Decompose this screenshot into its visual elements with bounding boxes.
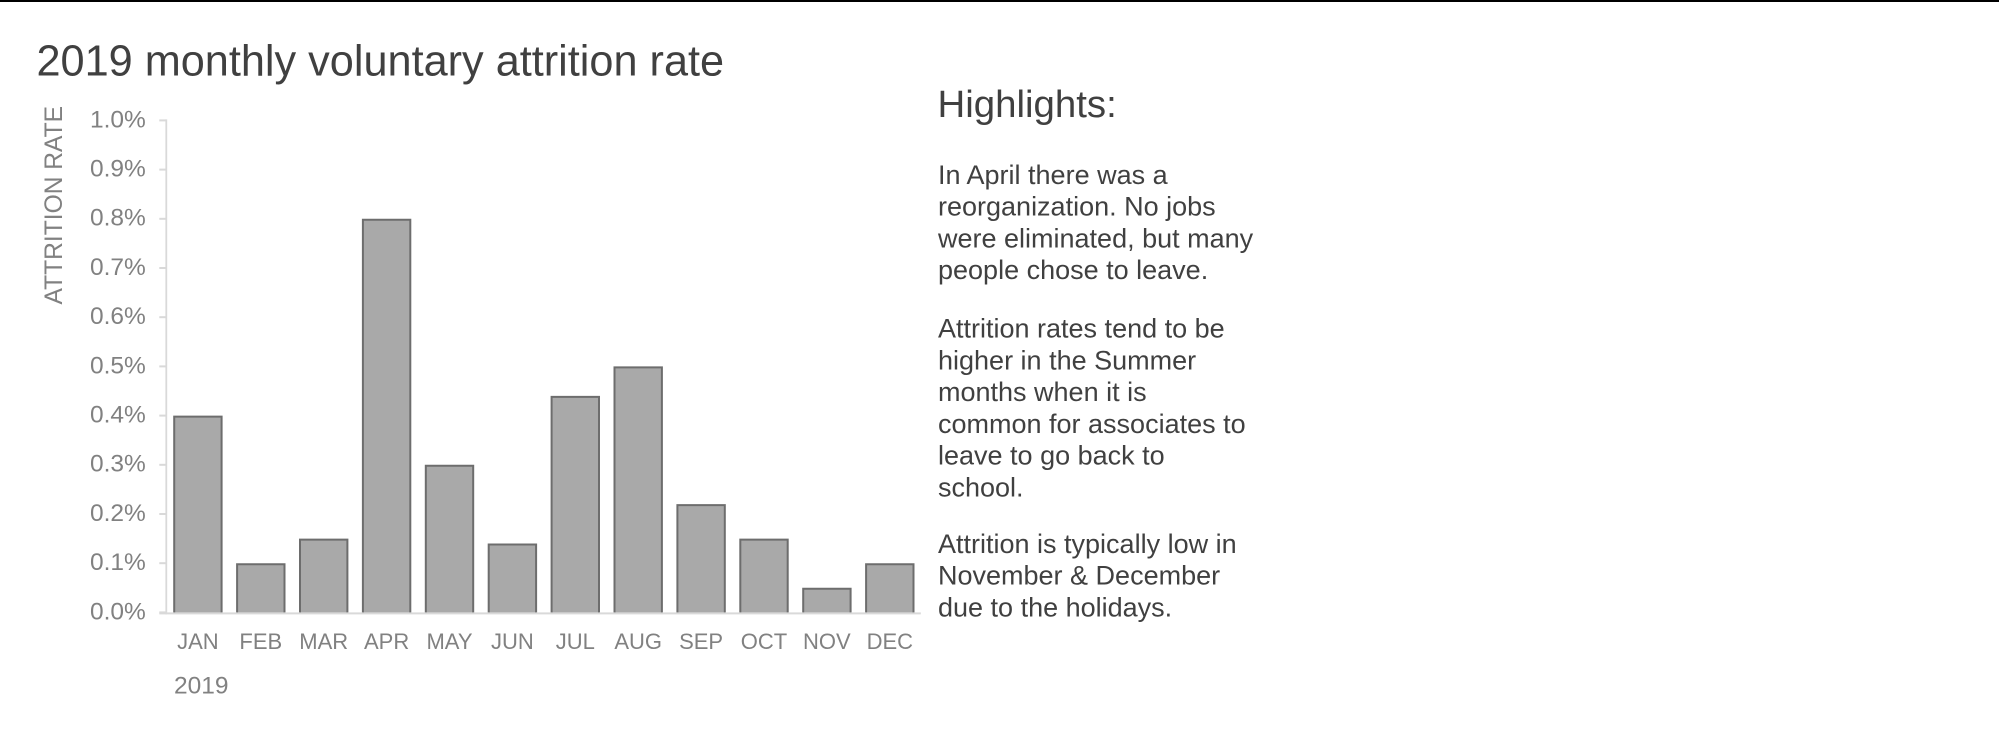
svg-text:SEP: SEP — [679, 629, 723, 654]
svg-text:DEC: DEC — [867, 629, 914, 654]
svg-text:1.0%: 1.0% — [90, 106, 146, 133]
svg-text:In April there was a: In April there was a — [938, 160, 1169, 190]
svg-text:APR: APR — [364, 629, 409, 654]
svg-text:OCT: OCT — [741, 629, 787, 654]
svg-text:Highlights:: Highlights: — [938, 83, 1117, 126]
svg-text:due to the holidays.: due to the holidays. — [938, 592, 1172, 622]
svg-text:were eliminated, but many: were eliminated, but many — [937, 224, 1254, 254]
svg-text:JUL: JUL — [556, 629, 595, 654]
svg-text:Attrition is typically low in: Attrition is typically low in — [938, 529, 1237, 559]
svg-text:0.1%: 0.1% — [90, 549, 146, 576]
svg-text:Attrition rates tend to be: Attrition rates tend to be — [938, 314, 1225, 344]
svg-text:2019 monthly voluntary attriti: 2019 monthly voluntary attrition rate — [37, 37, 725, 85]
svg-text:NOV: NOV — [803, 629, 851, 654]
svg-text:people chose to leave.: people chose to leave. — [938, 255, 1208, 285]
svg-text:school.: school. — [938, 472, 1024, 502]
svg-text:JAN: JAN — [177, 629, 219, 654]
svg-text:0.5%: 0.5% — [90, 352, 146, 379]
svg-text:0.8%: 0.8% — [90, 205, 146, 232]
svg-text:0.9%: 0.9% — [90, 156, 146, 183]
svg-text:November & December: November & December — [938, 561, 1220, 591]
svg-text:months when it is: months when it is — [938, 377, 1147, 407]
svg-text:MAR: MAR — [299, 629, 348, 654]
svg-text:0.7%: 0.7% — [90, 254, 146, 281]
svg-text:MAY: MAY — [426, 629, 472, 654]
svg-text:0.0%: 0.0% — [90, 598, 146, 625]
svg-text:AUG: AUG — [614, 629, 662, 654]
svg-text:0.2%: 0.2% — [90, 500, 146, 527]
svg-text:0.6%: 0.6% — [90, 303, 146, 330]
svg-text:higher in the Summer: higher in the Summer — [938, 345, 1196, 375]
svg-text:2019: 2019 — [174, 673, 229, 700]
svg-text:common for associates to: common for associates to — [938, 409, 1246, 439]
svg-text:ATTRITION RATE: ATTRITION RATE — [41, 106, 68, 305]
svg-text:FEB: FEB — [239, 629, 282, 654]
svg-text:leave to go back to: leave to go back to — [938, 441, 1165, 471]
svg-text:JUN: JUN — [491, 629, 534, 654]
svg-text:0.3%: 0.3% — [90, 451, 146, 478]
svg-text:reorganization. No jobs: reorganization. No jobs — [938, 192, 1216, 222]
svg-text:0.4%: 0.4% — [90, 402, 146, 429]
